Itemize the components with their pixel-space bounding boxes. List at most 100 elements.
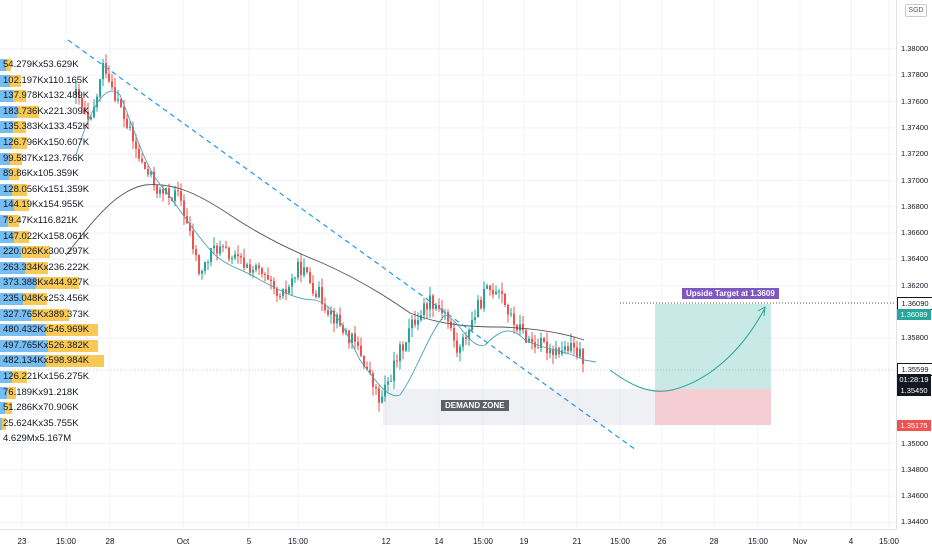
candle-body — [282, 289, 284, 297]
volume-profile-label: 128.056Kx151.359K — [3, 183, 90, 195]
volume-bar-up — [35, 277, 79, 290]
volume-bar-down — [0, 230, 15, 243]
volume-bar-down — [0, 324, 46, 337]
volume-profile-row: 126.796Kx150.607K — [0, 136, 89, 150]
candle-body — [324, 304, 326, 311]
candle-body — [192, 231, 194, 250]
time-axis[interactable] — [0, 529, 896, 551]
volume-bar-up — [31, 308, 69, 321]
candle-body — [273, 280, 275, 289]
candle-body — [339, 314, 341, 326]
candle-body — [486, 285, 488, 289]
currency-button[interactable]: SGD — [905, 4, 927, 17]
candle-body — [189, 223, 191, 232]
price-tick-label: 1.37400 — [901, 122, 929, 132]
price-tag: 01:28:19 — [897, 374, 931, 385]
candle-body — [201, 271, 203, 274]
candle-body — [228, 247, 230, 260]
time-tick-label: 15:00 — [747, 537, 769, 546]
volume-profile-label: 327.765Kx389.373K — [3, 308, 90, 320]
candles-layer — [75, 54, 584, 412]
candle-body — [495, 291, 497, 295]
candle-body — [501, 291, 503, 294]
candle-body — [450, 321, 452, 328]
candle-body — [435, 305, 437, 310]
volume-bar-up — [11, 371, 28, 383]
volume-bar-down — [0, 199, 14, 212]
candle-body — [369, 369, 371, 374]
candle-body — [108, 73, 110, 82]
price-tick-label: 1.37800 — [901, 70, 929, 80]
volume-bar-up — [25, 261, 48, 274]
candle-body — [432, 295, 434, 310]
candle-body — [579, 348, 581, 357]
volume-profile-row: 25.624Kx35.755K — [0, 417, 79, 431]
candle-body — [222, 246, 224, 248]
candle-body — [99, 79, 101, 97]
price-axis[interactable] — [896, 0, 932, 530]
volume-bar-down — [0, 371, 12, 383]
candle-body — [87, 111, 89, 120]
price-tick-label: 1.35800 — [901, 333, 929, 343]
volume-bar-down — [0, 168, 9, 181]
price-tick-label: 1.36200 — [901, 280, 929, 290]
candle-body — [159, 189, 161, 194]
candle-body — [570, 342, 572, 352]
candle-body — [90, 117, 92, 120]
candle-body — [129, 126, 131, 128]
price-tick-label: 1.36800 — [901, 201, 929, 211]
candle-body — [438, 305, 440, 309]
candle-body — [390, 380, 392, 382]
volume-profile-row: 480.432Kx546.969K — [0, 323, 99, 337]
candle-body — [96, 96, 98, 108]
time-tick-label: 15:00 — [287, 537, 309, 546]
candle-body — [513, 313, 515, 325]
volume-profile-row: 89.86Kx105.359K — [0, 167, 79, 181]
time-tick-label: 15:00 — [878, 537, 900, 546]
volume-profile-label: 79.47Kx116.821K — [3, 215, 78, 226]
candle-body — [480, 299, 482, 309]
candle-body — [462, 337, 464, 347]
candle-body — [474, 317, 476, 320]
price-tag: 1.35450 — [897, 385, 931, 396]
volume-bar-down — [0, 355, 46, 368]
candle-body — [123, 107, 125, 120]
candle-body — [402, 344, 404, 351]
volume-profile-row: 183.736Kx221.309K — [0, 105, 89, 119]
candle-body — [468, 330, 470, 340]
time-tick-label: 26 — [657, 537, 667, 546]
price-tick-label: 1.34600 — [901, 491, 929, 501]
candle-body — [534, 342, 536, 348]
volume-bar-down — [0, 152, 10, 165]
volume-profile-row: 144.19Kx154.955K — [0, 198, 84, 212]
volume-profile-label: 220.026Kx300.297K — [3, 246, 90, 258]
time-tick-label: 28 — [709, 537, 719, 546]
time-tick-label: 4 — [848, 537, 854, 546]
candle-body — [120, 99, 122, 108]
candle-body — [531, 338, 533, 343]
volume-bar-down — [0, 402, 6, 415]
candle-body — [291, 278, 293, 287]
candle-body — [144, 161, 146, 170]
volume-profile-row: 327.765Kx389.373K — [0, 308, 89, 322]
time-tick-label: 19 — [519, 537, 529, 546]
slow-moving-average — [65, 184, 585, 341]
time-tick-label: 28 — [105, 537, 115, 546]
volume-profile-label: 147.022Kx158.061K — [3, 230, 90, 242]
volume-bar-down — [0, 246, 22, 259]
candle-body — [411, 319, 413, 329]
volume-bar-up — [14, 230, 30, 243]
candle-body — [219, 246, 221, 254]
volume-bar-up — [7, 386, 17, 399]
volume-bar-down — [0, 215, 8, 227]
volume-bar-down — [0, 293, 23, 305]
candle-body — [423, 303, 425, 316]
candle-body — [309, 271, 311, 283]
candle-body — [357, 341, 359, 346]
candle-body — [162, 189, 164, 194]
volume-profile-row: 220.026Kx300.297K — [0, 245, 89, 259]
candle-body — [429, 295, 431, 310]
candle-body — [285, 289, 287, 294]
volume-bar-down — [0, 386, 8, 399]
